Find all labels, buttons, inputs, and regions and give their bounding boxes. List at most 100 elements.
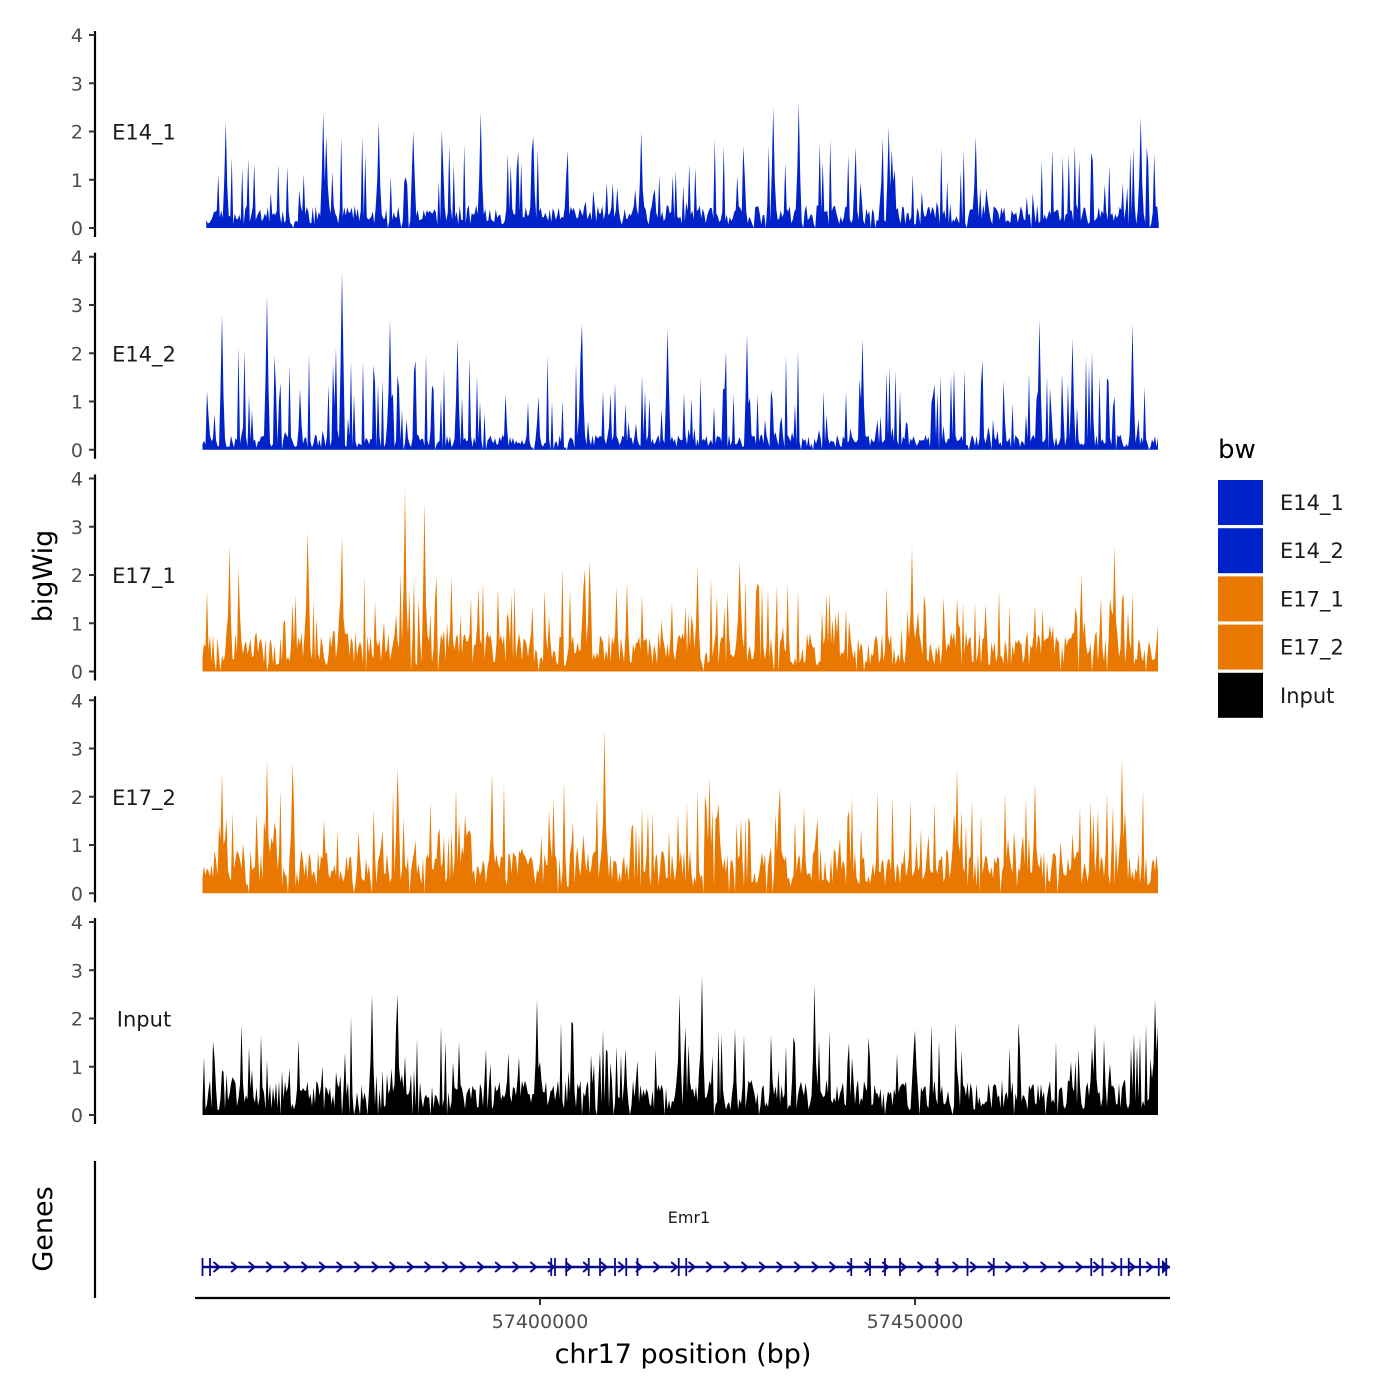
strand-arrow	[740, 1261, 750, 1273]
strand-arrow	[617, 1261, 626, 1273]
track-label: E17_2	[112, 786, 176, 811]
strand-arrow	[776, 1261, 785, 1273]
y-tick-label: 4	[71, 469, 83, 491]
strand-arrow	[670, 1261, 679, 1273]
strand-arrow	[1057, 1261, 1066, 1273]
strand-arrow	[723, 1261, 732, 1273]
strand-arrow	[1110, 1261, 1119, 1273]
strand-arrow	[811, 1261, 820, 1273]
strand-arrow	[705, 1261, 714, 1273]
gene-layer	[201, 1258, 1170, 1276]
strand-arrow	[494, 1261, 503, 1273]
y-tick-label: 3	[71, 73, 83, 95]
strand-arrow	[547, 1261, 556, 1273]
strand-arrow	[529, 1261, 538, 1273]
strand-arrow	[459, 1261, 468, 1273]
strand-arrow	[969, 1261, 978, 1273]
strand-arrow	[1128, 1261, 1137, 1273]
y-tick-label: 0	[71, 1105, 83, 1127]
strand-arrow	[916, 1261, 926, 1273]
strand-arrow	[406, 1261, 415, 1273]
y-tick-label: 0	[71, 662, 83, 684]
legend-label-E17_1: E17_1	[1280, 587, 1344, 612]
legend-title: bw	[1218, 435, 1256, 465]
strand-arrow	[564, 1261, 574, 1273]
strand-arrow	[230, 1261, 239, 1273]
y-tick-label: 2	[71, 1009, 83, 1031]
strand-arrow	[441, 1261, 450, 1273]
strand-arrow	[248, 1261, 257, 1273]
strand-arrow	[600, 1261, 609, 1273]
tracks-layer: 0 1 2 3 4 E14_1 0 1 2 3 4 E14_2 0 1 2 3 4 E17_1 0 1 2 3 4 E17_2…	[71, 25, 1159, 1127]
strand-arrow	[336, 1261, 345, 1273]
legend-swatch-E17_2	[1218, 624, 1263, 670]
strand-arrow	[828, 1261, 838, 1273]
strand-arrow	[952, 1261, 961, 1273]
strand-arrow	[899, 1261, 908, 1273]
y-tick-label: 3	[71, 960, 83, 982]
y-tick-label: 4	[71, 25, 83, 47]
strand-arrow	[652, 1261, 662, 1273]
track-label: E14_2	[112, 342, 176, 367]
strand-arrow	[353, 1261, 362, 1273]
track-label: E17_1	[112, 564, 176, 589]
strand-arrow	[758, 1261, 767, 1273]
signal-area-Input	[202, 975, 1158, 1115]
y-tick-label: 1	[71, 835, 83, 857]
y-tick-label: 3	[71, 517, 83, 539]
y-tick-label: 1	[71, 1057, 83, 1079]
x-axis-title: chr17 position (bp)	[555, 1339, 812, 1370]
strand-arrow	[424, 1261, 433, 1273]
signal-area-E14_2	[202, 271, 1158, 450]
strand-arrow	[1004, 1261, 1014, 1273]
genes-axis-title: Genes	[28, 1186, 59, 1271]
strand-arrow	[300, 1261, 310, 1273]
strand-arrow	[1022, 1261, 1031, 1273]
y-tick-label: 0	[71, 218, 83, 240]
x-tick-label: 57400000	[492, 1311, 589, 1333]
track-E17_2: 0 1 2 3 4 E17_2	[71, 690, 1158, 905]
signal-area-E17_2	[202, 729, 1158, 894]
y-tick-label: 4	[71, 912, 83, 934]
y-tick-label: 4	[71, 247, 83, 269]
track-label: E14_1	[112, 121, 176, 146]
y-tick-label: 3	[71, 739, 83, 761]
strand-arrow	[212, 1261, 222, 1273]
y-tick-label: 1	[71, 392, 83, 414]
y-tick-label: 2	[71, 343, 83, 365]
legend-swatch-Input	[1218, 672, 1263, 718]
y-tick-label: 0	[71, 440, 83, 462]
y-tick-label: 2	[71, 787, 83, 809]
legend-entries: E14_1 E14_2 E17_1 E17_2 Input	[1218, 480, 1344, 718]
x-ticks-layer: 57400000 57450000	[492, 1298, 964, 1333]
legend-swatch-E17_1	[1218, 576, 1263, 622]
signal-area-E17_1	[202, 488, 1158, 672]
strand-arrow	[512, 1261, 521, 1273]
strand-arrow	[476, 1261, 486, 1273]
legend-label-E17_2: E17_2	[1280, 636, 1344, 661]
y-tick-label: 2	[71, 122, 83, 144]
strand-arrow	[1075, 1261, 1084, 1273]
x-tick-label: 57450000	[867, 1311, 964, 1333]
legend-label-E14_2: E14_2	[1280, 539, 1344, 564]
legend: bw E14_1 E14_2 E17_1 E17_2 Input	[1218, 435, 1344, 718]
strand-arrow	[793, 1261, 802, 1273]
strand-arrow	[388, 1261, 398, 1273]
y-tick-label: 2	[71, 565, 83, 587]
legend-swatch-E14_1	[1218, 480, 1263, 525]
strand-arrow	[1092, 1261, 1102, 1273]
gene-end-arrow	[1162, 1260, 1170, 1274]
track-label: Input	[117, 1008, 171, 1032]
legend-label-Input: Input	[1280, 684, 1334, 708]
strand-arrow	[688, 1261, 697, 1273]
strand-arrow	[283, 1261, 292, 1273]
y-tick-label: 0	[71, 883, 83, 905]
y-tick-label: 4	[71, 690, 83, 712]
signal-area-E14_1	[206, 102, 1159, 228]
track-E14_1: 0 1 2 3 4 E14_1	[71, 25, 1159, 240]
track-E17_1: 0 1 2 3 4 E17_1	[71, 469, 1158, 684]
legend-swatch-E14_2	[1218, 528, 1263, 574]
y-axis-title: bigWig	[28, 530, 59, 623]
strand-arrow	[371, 1261, 380, 1273]
